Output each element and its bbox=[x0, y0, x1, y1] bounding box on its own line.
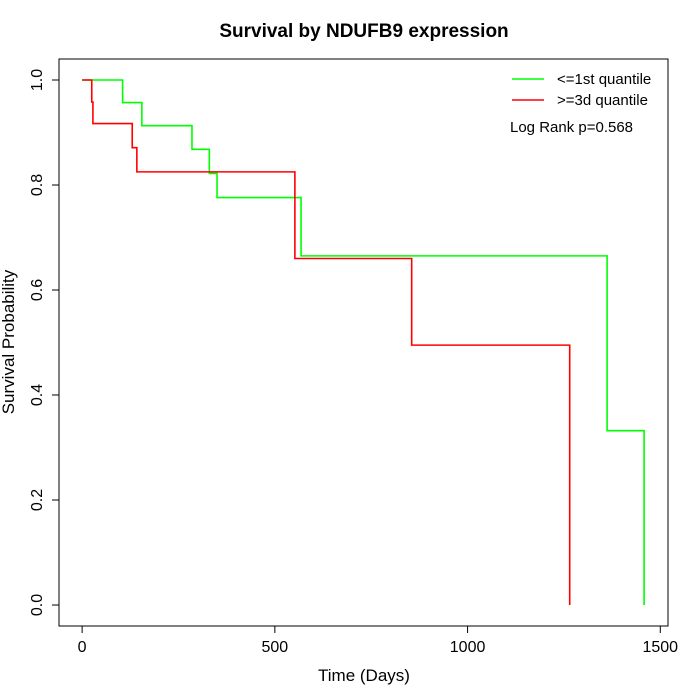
series-line-1 bbox=[82, 79, 571, 605]
log-rank-annotation: Log Rank p=0.568 bbox=[510, 119, 633, 136]
legend-label-high: >=3d quantile bbox=[557, 92, 648, 109]
legend-label-low: <=1st quantile bbox=[557, 71, 651, 88]
y-tick-label-3: 0.6 bbox=[29, 279, 46, 301]
y-tick-label-0: 0.0 bbox=[29, 594, 46, 616]
legend: <=1st quantile >=3d quantile bbox=[512, 71, 651, 109]
x-tick-label-1: 500 bbox=[261, 639, 288, 656]
y-axis-label: Survival Probability bbox=[0, 269, 18, 414]
y-tick-label-2: 0.4 bbox=[29, 384, 46, 406]
y-tick-label-5: 1.0 bbox=[29, 69, 46, 91]
x-tick-label-0: 0 bbox=[78, 639, 87, 656]
y-tick-label-1: 0.2 bbox=[29, 489, 46, 511]
x-axis: 0 500 1000 1500 bbox=[78, 625, 678, 656]
plot-frame bbox=[58, 58, 669, 627]
x-tick-label-2: 1000 bbox=[450, 639, 486, 656]
chart-title: Survival by NDUFB9 expression bbox=[219, 21, 508, 42]
y-tick-label-4: 0.8 bbox=[29, 174, 46, 196]
series-line-0 bbox=[82, 79, 645, 605]
x-axis-label: Time (Days) bbox=[318, 666, 410, 685]
x-tick-label-3: 1500 bbox=[642, 639, 678, 656]
y-axis: 0.0 0.2 0.4 0.6 0.8 1.0 bbox=[29, 69, 60, 616]
series-layer bbox=[82, 79, 645, 605]
